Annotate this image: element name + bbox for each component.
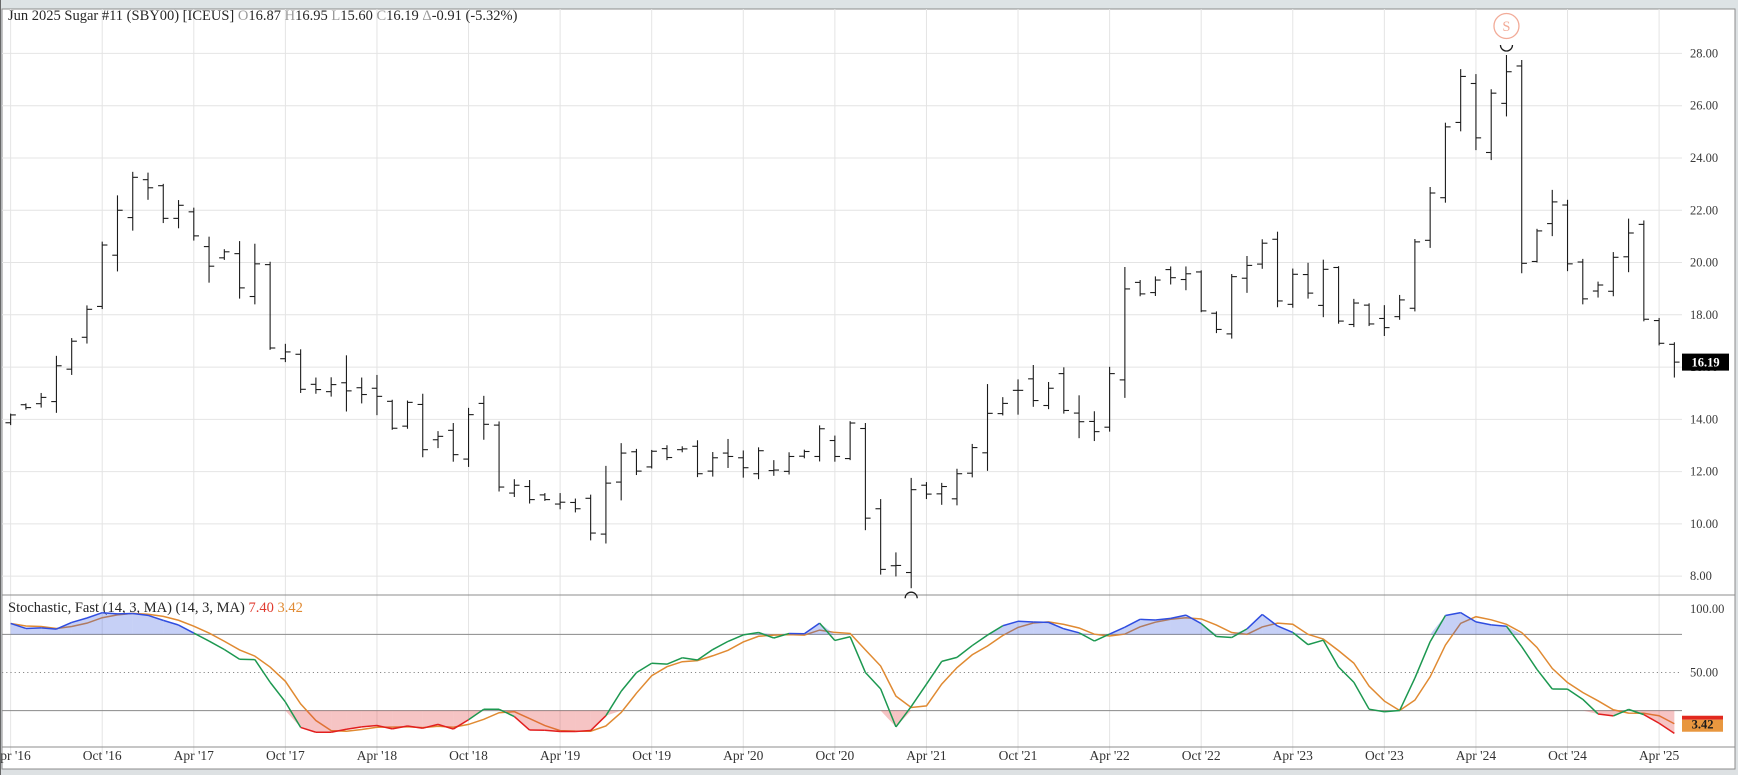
svg-text:Jun 2025 Sugar #11 (SBY00) [I: Jun 2025 Sugar #11 (SBY00) [ICEUS] O16.8… (8, 8, 518, 24)
svg-text:Oct '18: Oct '18 (449, 748, 488, 763)
svg-text:Apr '18: Apr '18 (357, 748, 398, 763)
svg-text:3.42: 3.42 (1692, 718, 1714, 732)
svg-text:S: S (1502, 19, 1510, 35)
svg-text:Oct '16: Oct '16 (83, 748, 122, 763)
svg-text:Oct '17: Oct '17 (266, 748, 305, 763)
svg-text:100.00: 100.00 (1690, 602, 1724, 616)
svg-text:Apr '20: Apr '20 (723, 748, 764, 763)
svg-text:Oct '24: Oct '24 (1548, 748, 1587, 763)
svg-text:Apr '21: Apr '21 (906, 748, 946, 763)
svg-text:28.00: 28.00 (1690, 46, 1718, 60)
svg-text:Oct '19: Oct '19 (632, 748, 671, 763)
svg-text:Apr '24: Apr '24 (1456, 748, 1497, 763)
svg-text:Oct '21: Oct '21 (999, 748, 1038, 763)
svg-text:16.19: 16.19 (1691, 356, 1719, 370)
svg-text:20.00: 20.00 (1690, 256, 1718, 270)
svg-text:24.00: 24.00 (1690, 151, 1718, 165)
svg-text:8.00: 8.00 (1690, 569, 1712, 583)
svg-text:50.00: 50.00 (1690, 666, 1718, 680)
svg-text:Apr '19: Apr '19 (540, 748, 581, 763)
svg-text:Apr '25: Apr '25 (1639, 748, 1680, 763)
svg-text:Apr '17: Apr '17 (174, 748, 215, 763)
svg-text:Apr '16: Apr '16 (0, 748, 31, 763)
svg-text:Apr '23: Apr '23 (1273, 748, 1314, 763)
svg-text:Oct '23: Oct '23 (1365, 748, 1404, 763)
svg-text:12.00: 12.00 (1690, 465, 1718, 479)
svg-text:Oct '20: Oct '20 (815, 748, 854, 763)
svg-text:14.00: 14.00 (1690, 412, 1718, 426)
svg-text:18.00: 18.00 (1690, 308, 1718, 322)
svg-text:Oct '22: Oct '22 (1182, 748, 1221, 763)
svg-text:26.00: 26.00 (1690, 99, 1718, 113)
svg-text:Apr '22: Apr '22 (1089, 748, 1129, 763)
svg-text:Stochastic, Fast (14, 3, MA): Stochastic, Fast (14, 3, MA) (14, 3, MA)… (8, 600, 303, 616)
svg-text:10.00: 10.00 (1690, 517, 1718, 531)
svg-text:22.00: 22.00 (1690, 203, 1718, 217)
